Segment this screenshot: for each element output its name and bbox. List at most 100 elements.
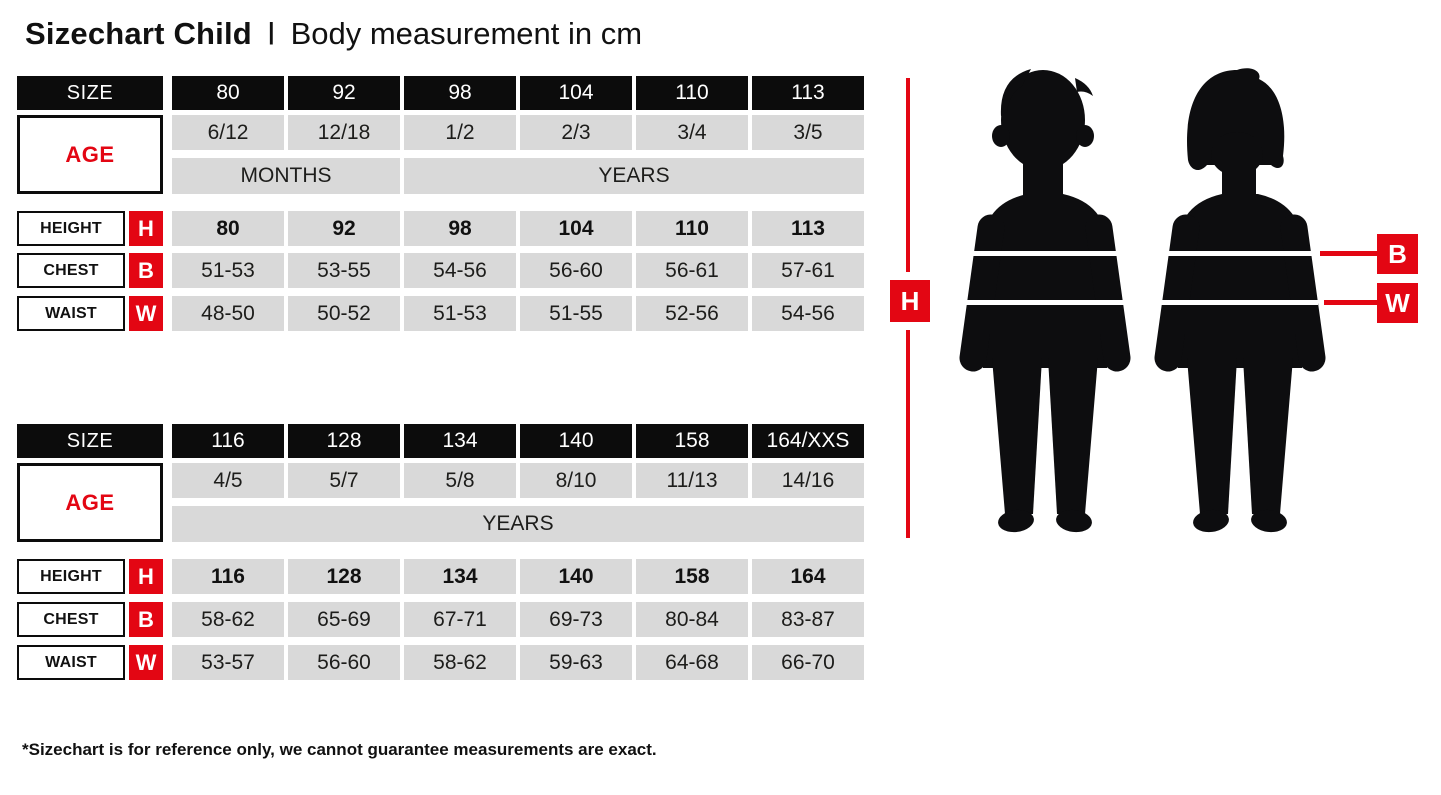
table2-waist-row: 53-57 56-60 58-62 59-63 64-68 66-70 (172, 645, 864, 680)
girl-waist-measure-line (1158, 300, 1318, 305)
chest-cell: 54-56 (404, 253, 516, 288)
age-cell: 11/13 (636, 463, 748, 498)
height-cell: 110 (636, 211, 748, 246)
size-cell: 116 (172, 424, 284, 458)
table2-age-units-row: YEARS (172, 506, 864, 542)
age-label-text: AGE (65, 489, 115, 515)
height-guide-line-bottom (906, 330, 910, 538)
waist-annotation-badge: W (1377, 283, 1418, 323)
table1-h-badge: H (129, 211, 163, 246)
boy-arm-right (1085, 214, 1131, 372)
table2-age-label: AGE (17, 463, 163, 542)
age-unit-cell-months: MONTHS (172, 158, 400, 194)
title-main: Sizechart Child (25, 16, 252, 51)
age-cell: 2/3 (520, 115, 632, 150)
table1-w-badge: W (129, 296, 163, 331)
table2-h-badge: H (129, 559, 163, 594)
boy-ear-right (1076, 125, 1094, 147)
boy-hair-fringe (1000, 69, 1031, 116)
table2-w-badge: W (129, 645, 163, 680)
girl-hips (1185, 300, 1295, 368)
w-badge-text: W (135, 649, 157, 675)
height-cell: 116 (172, 559, 284, 594)
table1-height-label: HEIGHT (17, 211, 125, 246)
table1-size-label: SIZE (17, 76, 163, 110)
waist-cell: 58-62 (404, 645, 516, 680)
age-cell: 12/18 (288, 115, 400, 150)
height-cell: 128 (288, 559, 400, 594)
waist-cell: 66-70 (752, 645, 864, 680)
waist-cell: 54-56 (752, 296, 864, 331)
waist-cell: 50-52 (288, 296, 400, 331)
table2-height-row: 116 128 134 140 158 164 (172, 559, 864, 594)
size-cell: 158 (636, 424, 748, 458)
h-badge-text: H (138, 563, 154, 589)
chest-cell: 65-69 (288, 602, 400, 637)
girl-leg-right (1243, 358, 1293, 514)
height-cell: 158 (636, 559, 748, 594)
chest-cell: 56-61 (636, 253, 748, 288)
height-label-text: HEIGHT (40, 567, 102, 585)
height-cell: 164 (752, 559, 864, 594)
table2-size-label: SIZE (17, 424, 163, 458)
waist-cell: 64-68 (636, 645, 748, 680)
boy-hair-flick (1075, 78, 1093, 96)
w-badge-text: W (1385, 287, 1410, 318)
height-guide-line-top (906, 78, 910, 272)
age-cell: 14/16 (752, 463, 864, 498)
size-cell: 98 (404, 76, 516, 110)
table1-waist-row: 48-50 50-52 51-53 51-55 52-56 54-56 (172, 296, 864, 331)
table2-chest-row: 58-62 65-69 67-71 69-73 80-84 83-87 (172, 602, 864, 637)
table1-age-row: 6/12 12/18 1/2 2/3 3/4 3/5 (172, 115, 864, 150)
table2-b-badge: B (129, 602, 163, 637)
waist-cell: 59-63 (520, 645, 632, 680)
chest-cell: 56-60 (520, 253, 632, 288)
age-cell: 5/8 (404, 463, 516, 498)
girl-arm-right (1280, 214, 1326, 372)
waist-cell: 56-60 (288, 645, 400, 680)
waist-pointer-line (1324, 300, 1377, 305)
boy-waist-measure-line (963, 300, 1127, 305)
chest-cell: 53-55 (288, 253, 400, 288)
age-label-text: AGE (65, 141, 115, 167)
size-cell: 113 (752, 76, 864, 110)
girl-arm-left (1154, 214, 1200, 372)
table1-b-badge: B (129, 253, 163, 288)
size-cell: 92 (288, 76, 400, 110)
chest-pointer-line (1320, 251, 1377, 256)
girl-chest-measure-line (1160, 251, 1318, 256)
age-cell: 4/5 (172, 463, 284, 498)
height-label-text: HEIGHT (40, 219, 102, 237)
waist-label-text: WAIST (45, 304, 97, 322)
table2-waist-label: WAIST (17, 645, 125, 680)
size-label-text: SIZE (66, 81, 114, 104)
waist-cell: 52-56 (636, 296, 748, 331)
table2-height-label: HEIGHT (17, 559, 125, 594)
girl-foot-left (1193, 509, 1229, 533)
table1-age-label: AGE (17, 115, 163, 194)
boy-foot-right (1056, 509, 1092, 533)
table1-waist-label: WAIST (17, 296, 125, 331)
age-cell: 3/4 (636, 115, 748, 150)
table1-size-row: 80 92 98 104 110 113 (172, 76, 864, 110)
b-badge-text: B (138, 257, 154, 283)
girl-leg-left (1187, 358, 1237, 514)
table2-size-row: 116 128 134 140 158 164/XXS (172, 424, 864, 458)
chest-cell: 58-62 (172, 602, 284, 637)
chest-cell: 57-61 (752, 253, 864, 288)
chest-cell: 83-87 (752, 602, 864, 637)
chest-label-text: CHEST (43, 261, 99, 279)
title-separator: I (266, 15, 276, 52)
table1-chest-row: 51-53 53-55 54-56 56-60 56-61 57-61 (172, 253, 864, 288)
girl-foot-right (1251, 509, 1287, 533)
height-cell: 113 (752, 211, 864, 246)
page-title: Sizechart Child I Body measurement in cm (25, 15, 642, 52)
boy-chest-measure-line (965, 251, 1125, 256)
size-cell: 134 (404, 424, 516, 458)
height-annotation-badge: H (890, 280, 930, 322)
size-cell: 140 (520, 424, 632, 458)
boy-hips (990, 300, 1100, 368)
boy-leg-right (1048, 358, 1098, 514)
age-unit-cell-years: YEARS (172, 506, 864, 542)
age-cell: 1/2 (404, 115, 516, 150)
